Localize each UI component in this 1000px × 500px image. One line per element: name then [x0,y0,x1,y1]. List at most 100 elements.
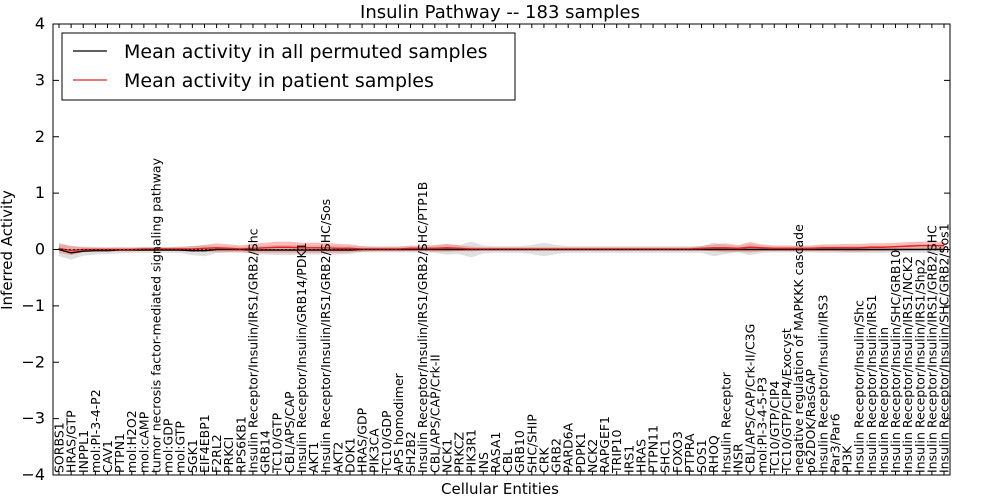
entity-label: EIF4EBP1 [197,414,212,473]
y-tick-label: 1 [35,183,45,202]
entity-label: PIK3R1 [464,429,479,473]
entity-label: TC10/GTP/CIP4/Exocyst [779,328,794,474]
entity-label: PIK3CA [367,428,382,473]
entity-label: Insulin Receptor/Insulin/IRS3 [815,295,830,473]
entity-label: GRB2 [549,438,564,473]
entity-label: mol:PI-3-4-5-P3 [755,377,770,473]
entity-label: CAV1 [100,440,115,473]
point-series-1-62 [810,247,812,249]
entity-label: TC10/GTP/CIP4 [767,381,782,474]
entity-label: Insulin Receptor/Insulin/IRS1/GRB2/SHC/P… [415,182,430,473]
entity-label: Insulin Receptor/Insulin/SHC/GRB2/Sos1 [937,223,952,473]
point-series-1-13 [216,247,218,249]
point-series-1-42 [567,248,569,250]
y-tick-label: −4 [21,465,45,484]
point-series-1-32 [446,247,448,249]
entity-label: SGK1 [185,439,200,473]
x-axis [58,24,945,475]
point-series-1-64 [834,247,836,249]
point-series-1-72 [931,244,933,247]
y-tick-label: 4 [35,14,45,33]
entity-label: AKT1 [306,442,321,473]
point-series-1-9 [167,248,169,250]
entity-label: CBL/APS/CAP [282,391,297,473]
point-series-1-11 [191,248,193,250]
legend: Mean activity in all permuted samples Me… [61,32,516,101]
point-series-1-69 [894,246,897,248]
point-series-1-73 [943,244,945,247]
point-series-1-23 [337,247,339,249]
entity-label: CBL [500,449,515,473]
entity-label: CRK [536,447,551,473]
entity-label: Insulin Receptor/Insulin [876,327,891,473]
entity-label: SORBS1 [52,422,67,473]
legend-box [61,32,516,101]
entity-label: PI3K [840,445,855,473]
chart-title: Insulin Pathway -- 183 samples [360,2,640,23]
point-series-1-19 [288,246,290,248]
point-series-1-54 [713,247,715,249]
entity-label: SHC/SHIP [524,414,539,473]
x-axis-title: Cellular Entities [441,480,559,498]
point-series-1-33 [458,247,460,249]
point-series-1-4 [106,248,109,251]
entity-label: CBL/APS/CAP/Crk-II/C3G [743,324,758,473]
y-axis: −4 −3 −2 −1 0 1 2 3 4 [21,14,950,484]
entity-label: negative regulation of MAPKKK cascade [791,224,806,473]
point-series-1-63 [822,247,824,249]
point-series-1-10 [179,248,181,250]
point-series-1-70 [907,245,909,247]
point-series-1-1 [70,250,72,252]
point-series-1-20 [300,247,303,249]
point-series-1-59 [773,247,775,249]
entity-label: mol:H2O2 [124,410,139,473]
entity-label: Insulin Receptor/Insulin/IRS1/Shp2 [912,259,927,473]
entity-label: APS homodimer [391,372,406,473]
point-series-0-71 [919,248,921,251]
point-series-1-5 [119,248,121,251]
y-tick-label: −2 [21,352,45,371]
entity-label: CBL/APS/CAP/Crk-II [427,354,442,473]
entity-label: SHC1 [658,439,673,473]
point-series-1-6 [131,248,133,251]
point-series-1-68 [882,246,884,248]
entity-label: PRKCI [221,437,236,473]
entity-label: FOXO3 [670,431,685,473]
point-series-1-41 [555,248,557,250]
point-series-1-38 [519,248,521,250]
entity-label: AKT2 [330,442,345,473]
entity-label: Insulin Receptor/Insulin/IRS1/GRB2/SHC [924,225,939,473]
entity-label: PTPN11 [646,425,661,473]
entity-label: Insulin Receptor/Insulin/GRB14/PDK1 [294,242,309,473]
point-series-1-0 [58,247,60,249]
entity-labels: SORBS1HRAS/GTPINPPL1mol:PI-3-4-P2CAV1PTP… [52,157,952,474]
entity-label: GRB10 [512,430,527,473]
entity-label: INS [476,452,491,473]
point-series-0-2 [82,250,84,252]
entity-label: PTPRA [682,433,697,473]
legend-label-patient: Mean activity in patient samples [124,70,434,92]
point-series-0-7 [143,249,145,251]
point-series-1-14 [228,247,230,249]
entity-label: Insulin Receptor/Insulin/IRS1/GRB2/SHC/S… [318,199,333,473]
entity-label: RPS6KB1 [233,416,248,473]
entity-label: PRKCZ [452,432,467,473]
entity-label: DOK1 [342,437,357,473]
point-series-1-17 [264,247,266,249]
point-series-1-58 [761,247,763,249]
point-series-0-11 [191,250,193,252]
entity-label: RAPGEF1 [597,416,612,473]
band-series-0 [59,241,944,260]
entity-label: mol:PI-3-4-P2 [88,389,103,473]
y-tick-label: 2 [35,127,45,146]
entity-label: PARD6A [561,422,576,473]
point-series-1-55 [725,247,727,249]
point-series-1-16 [252,247,254,249]
point-series-1-31 [434,247,436,249]
entity-label: Insulin Receptor/Insulin/IRS1 [864,295,879,473]
entity-label: Insulin Receptor/Insulin/Shc [852,300,867,473]
entity-label: TRIP10 [609,430,624,474]
entity-label: RASA1 [488,432,503,473]
point-series-0-69 [894,248,897,251]
